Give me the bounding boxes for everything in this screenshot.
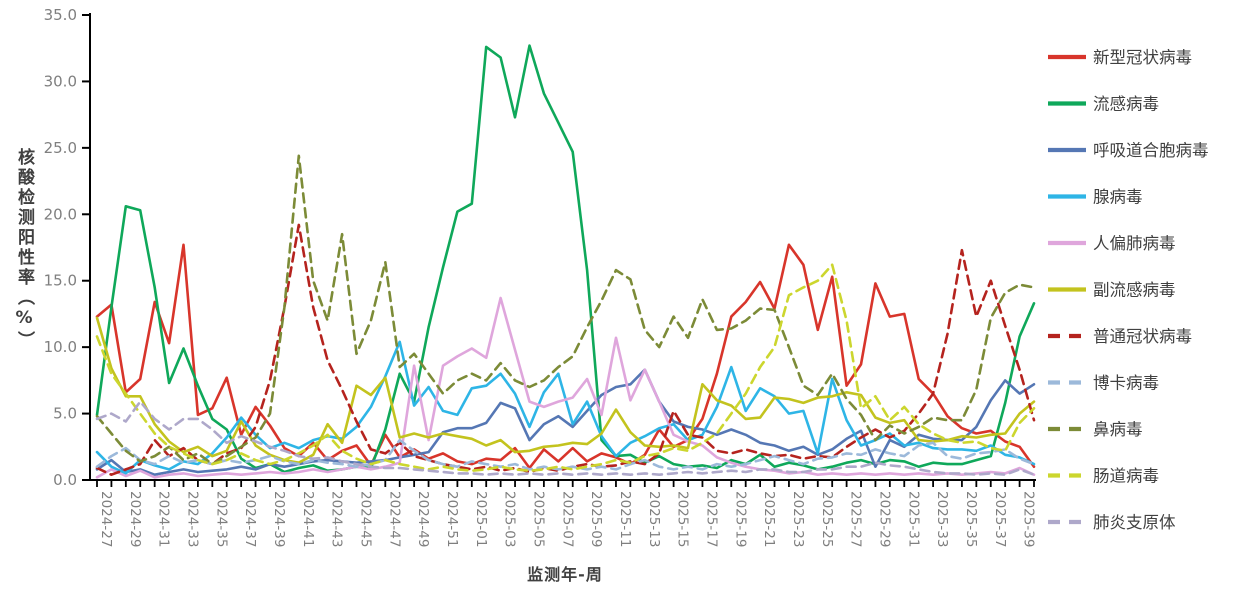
y-tick-label: 15.0	[44, 272, 77, 290]
x-tick-label: 2024-43	[329, 491, 345, 547]
x-tick-label: 2025-33	[934, 491, 950, 547]
x-tick-label: 2024-27	[98, 491, 114, 547]
x-tick-label: 2025-09	[588, 491, 604, 547]
x-tick-label: 2025-15	[675, 491, 691, 547]
legend-item: 普通冠状病毒	[1048, 327, 1192, 346]
series-line-流感病毒	[95, 44, 1036, 474]
x-tick-label: 2025-19	[732, 491, 748, 547]
x-tick-label: 2025-13	[646, 491, 662, 547]
x-tick-label: 2025-03	[502, 491, 518, 547]
legend-item: 腺病毒	[1048, 188, 1143, 207]
x-tick-label: 2024-33	[184, 491, 200, 547]
y-tick-label: 10.0	[44, 338, 77, 356]
x-tick-label: 2025-25	[819, 491, 835, 547]
y-tick-label: 0.0	[53, 471, 77, 489]
series-line-肺炎支原体	[95, 400, 1036, 477]
series-line-鼻病毒	[95, 154, 1036, 466]
series-line-人偏肺病毒	[95, 296, 1036, 479]
legend-label: 副流感病毒	[1093, 281, 1176, 300]
x-axis-title: 监测年-周	[527, 565, 603, 584]
x-tick-label: 2025-01	[473, 491, 489, 547]
series-line-肠道病毒	[95, 263, 1036, 473]
x-tick-label: 2024-29	[127, 491, 143, 547]
legend-label: 新型冠状病毒	[1093, 48, 1192, 67]
y-tick-label: 25.0	[44, 139, 77, 157]
x-tick-label: 2025-21	[761, 491, 777, 547]
x-tick-label: 2025-27	[848, 491, 864, 547]
legend-label: 流感病毒	[1093, 95, 1159, 114]
y-tick-label: 35.0	[44, 6, 77, 24]
x-tick-label: 2025-29	[876, 491, 892, 547]
legend-item: 呼吸道合胞病毒	[1048, 141, 1209, 160]
x-tick-label: 2024-49	[415, 491, 431, 547]
x-tick-label: 2025-11	[617, 491, 633, 547]
legend-item: 肺炎支原体	[1048, 513, 1176, 532]
legend-item: 副流感病毒	[1048, 281, 1176, 300]
legend-item: 博卡病毒	[1048, 374, 1159, 393]
legend-label: 鼻病毒	[1093, 420, 1143, 439]
legend-label: 肺炎支原体	[1093, 513, 1176, 532]
x-tick-label: 2025-37	[992, 491, 1008, 547]
series-line-博卡病毒	[95, 438, 1036, 471]
axis-lines	[89, 13, 1036, 481]
x-tick-label: 2025-17	[703, 491, 719, 547]
x-tick-label: 2025-39	[1021, 491, 1037, 547]
legend-item: 鼻病毒	[1048, 420, 1143, 439]
series-line-新型冠状病毒	[95, 243, 1036, 470]
x-tick-label: 2025-31	[905, 491, 921, 547]
x-tick-label: 2024-31	[156, 491, 172, 547]
y-tick-label: 30.0	[44, 72, 77, 90]
legend-item: 新型冠状病毒	[1048, 48, 1192, 67]
legend-label: 博卡病毒	[1093, 374, 1159, 393]
legend-item: 肠道病毒	[1048, 467, 1159, 486]
x-tick-label: 2025-35	[963, 491, 979, 547]
x-tick-label: 2025-23	[790, 491, 806, 547]
legend-item: 人偏肺病毒	[1048, 234, 1176, 253]
x-tick-label: 2024-47	[386, 491, 402, 547]
legend-label: 肠道病毒	[1093, 467, 1159, 486]
legend-item: 流感病毒	[1048, 95, 1159, 114]
y-axis-title: 核酸检测阳性率（%）	[14, 148, 34, 351]
legend-label: 人偏肺病毒	[1093, 234, 1176, 253]
y-tick-label: 5.0	[53, 405, 77, 423]
x-tick-label: 2024-39	[271, 491, 287, 547]
x-tick-label: 2024-37	[242, 491, 258, 547]
y-tick-label: 20.0	[44, 205, 77, 223]
legend-label: 普通冠状病毒	[1093, 327, 1192, 346]
x-tick-label: 2025-07	[559, 491, 575, 547]
x-tick-label: 2024-45	[357, 491, 373, 547]
series-line-普通冠状病毒	[95, 223, 1036, 477]
x-tick-label: 2024-35	[213, 491, 229, 547]
x-tick-label: 2024-41	[300, 491, 316, 547]
legend-label: 腺病毒	[1093, 188, 1143, 207]
x-tick-label: 2025-05	[530, 491, 546, 547]
x-tick-label: 2024-51	[444, 491, 460, 547]
legend-label: 呼吸道合胞病毒	[1093, 141, 1209, 160]
